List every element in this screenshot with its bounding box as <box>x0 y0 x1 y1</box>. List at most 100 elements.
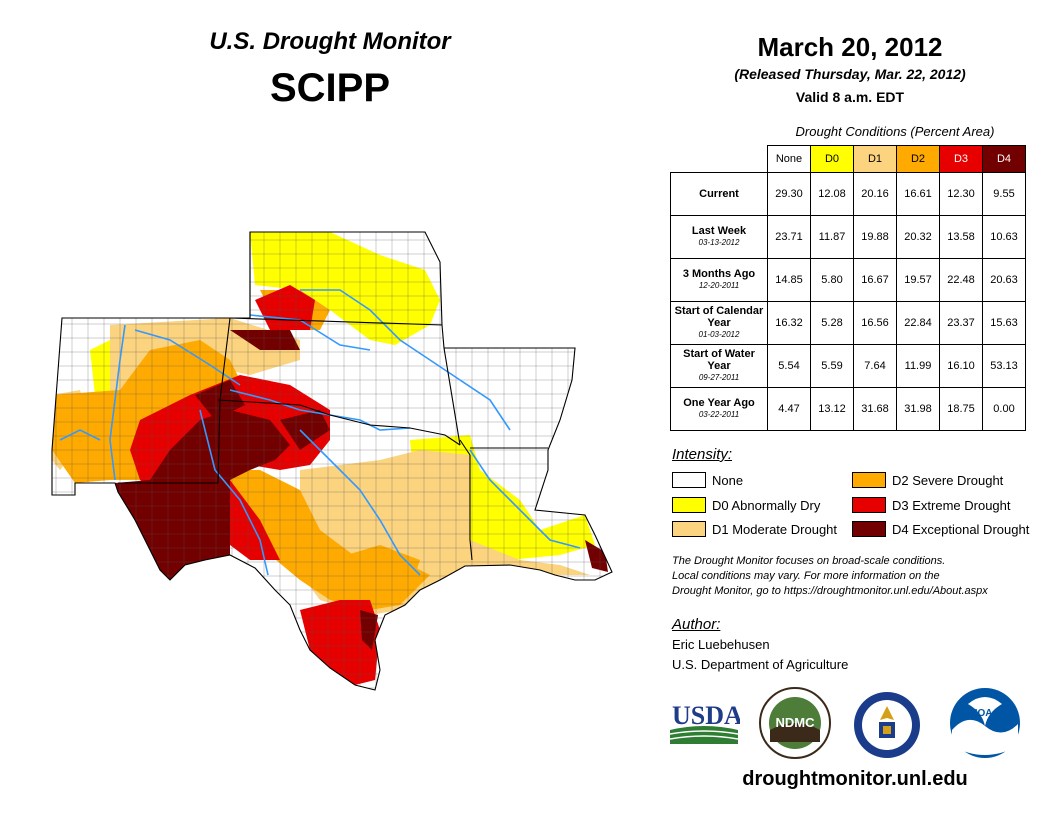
table-cell: 22.84 <box>896 301 940 345</box>
legend-label: D1 Moderate Drought <box>712 521 838 537</box>
table-cell: 20.63 <box>982 258 1026 302</box>
table-cell: 16.10 <box>939 344 983 388</box>
disclaimer-line: The Drought Monitor focuses on broad-sca… <box>672 555 946 567</box>
valid-time: Valid 8 a.m. EDT <box>795 89 905 105</box>
ndmc-logo-text: NDMC <box>776 715 816 730</box>
legend-label: D0 Abnormally Dry <box>712 497 821 513</box>
table-cell: 20.32 <box>896 215 940 259</box>
legend-item-d2: D2 Severe Drought <box>852 472 1003 488</box>
col-header-d4: D4 <box>982 145 1026 173</box>
table-cell: 20.16 <box>853 172 897 216</box>
noaa-logo: NOAA <box>950 688 1020 758</box>
row-label: 3 Months Ago <box>682 268 756 280</box>
legend-item-none: None <box>672 472 743 488</box>
legend-item-d4: D4 Exceptional Drought <box>852 521 1029 537</box>
row-label: Start of Water Year <box>683 348 755 372</box>
legend-label: D2 Severe Drought <box>892 472 1004 488</box>
row-label: One Year Ago <box>683 397 755 409</box>
table-cell: 5.59 <box>810 344 854 388</box>
table-cell: 11.99 <box>896 344 940 388</box>
table-cell: 15.63 <box>982 301 1026 345</box>
legend-item-d3: D3 Extreme Drought <box>852 497 1011 513</box>
table-row: Start of Water Year 09-27-2011 5.54 5.59 … <box>670 344 1026 388</box>
table-row: Current 29.30 12.08 20.16 16.61 12.30 9.… <box>670 172 1026 216</box>
table-cell: 31.68 <box>853 387 897 431</box>
website-link[interactable]: droughtmonitor.unl.edu <box>742 768 968 790</box>
table-cell: 0.00 <box>982 387 1026 431</box>
legend-item-d1: D1 Moderate Drought <box>672 521 837 537</box>
noaa-logo-text: NOAA <box>970 708 999 719</box>
table-cell: 12.30 <box>939 172 983 216</box>
table-cell: 5.54 <box>767 344 811 388</box>
legend-label: D3 Extreme Drought <box>892 497 1011 513</box>
col-header-none: None <box>767 145 811 173</box>
table-cell: 31.98 <box>896 387 940 431</box>
map-title: U.S. Drought Monitor <box>209 28 451 55</box>
legend-swatch <box>672 472 706 488</box>
ndmc-logo: NDMC <box>759 687 831 759</box>
row-date: 01-03-2012 <box>698 330 740 339</box>
table-cell: 11.87 <box>810 215 854 259</box>
table-cell: 22.48 <box>939 258 983 302</box>
map-region <box>52 232 612 690</box>
usda-logo: USDA <box>669 701 740 744</box>
legend-swatch <box>852 521 886 537</box>
table-cell: 29.30 <box>767 172 811 216</box>
table-cell: 16.61 <box>896 172 940 216</box>
table-cell: 5.28 <box>810 301 854 345</box>
region-title: SCIPP <box>269 66 391 110</box>
commerce-seal <box>854 692 920 758</box>
legend-swatch <box>852 472 886 488</box>
table-cell: 4.47 <box>767 387 811 431</box>
row-label: Current <box>699 188 739 200</box>
d4-area <box>115 410 290 580</box>
col-header-d2: D2 <box>896 145 940 173</box>
author-name: Eric Luebehusen <box>672 637 770 652</box>
legend-swatch <box>672 497 706 513</box>
release-date: (Released Thursday, Mar. 22, 2012) <box>734 66 966 82</box>
legend-label: D4 Exceptional Drought <box>892 521 1030 537</box>
table-cell: 10.63 <box>982 215 1026 259</box>
table-cell: 16.67 <box>853 258 897 302</box>
table-cell: 13.58 <box>939 215 983 259</box>
table-row: One Year Ago 03-22-2011 4.47 13.12 31.68 … <box>670 387 1026 431</box>
col-header-d1: D1 <box>853 145 897 173</box>
map-date: March 20, 2012 <box>757 32 943 62</box>
col-header-d3: D3 <box>939 145 983 173</box>
legend-label: None <box>712 472 744 488</box>
table-caption: Drought Conditions (Percent Area) <box>795 124 995 139</box>
table-cell: 5.80 <box>810 258 854 302</box>
legend-title: Intensity: <box>672 446 733 463</box>
row-label: Start of Calendar Year <box>674 305 764 329</box>
table-cell: 16.56 <box>853 301 897 345</box>
author-heading: Author: <box>672 616 721 633</box>
table-cell: 7.64 <box>853 344 897 388</box>
d0-area <box>250 232 440 345</box>
row-date: 03-22-2011 <box>698 410 740 419</box>
table-cell: 19.57 <box>896 258 940 302</box>
author-organization: U.S. Department of Agriculture <box>672 657 849 672</box>
disclaimer-line: Drought Monitor, go to https://droughtmo… <box>672 585 988 597</box>
disclaimer-line: Local conditions may vary. For more info… <box>672 570 940 582</box>
disclaimer: The Drought Monitor focuses on broad-sca… <box>672 554 1042 599</box>
state-borders <box>51 231 613 691</box>
table-row: 3 Months Ago 12-20-2011 14.85 5.80 16.67 … <box>670 258 1026 302</box>
row-date: 12-20-2011 <box>698 281 740 290</box>
table-cell: 19.88 <box>853 215 897 259</box>
row-date: 03-13-2012 <box>698 238 740 247</box>
table-cell: 9.55 <box>982 172 1026 216</box>
table-cell: 23.37 <box>939 301 983 345</box>
col-header-d0: D0 <box>810 145 854 173</box>
table-cell: 23.71 <box>767 215 811 259</box>
table-cell: 12.08 <box>810 172 854 216</box>
table-row: Start of Calendar Year 01-03-2012 16.32 5… <box>670 301 1026 345</box>
table-cell: 18.75 <box>939 387 983 431</box>
row-label: Last Week <box>691 225 747 237</box>
legend-swatch <box>852 497 886 513</box>
drought-map <box>51 231 613 691</box>
legend-item-d0: D0 Abnormally Dry <box>672 497 820 513</box>
table-cell: 14.85 <box>767 258 811 302</box>
table-cell: 13.12 <box>810 387 854 431</box>
usda-logo-text: USDA <box>672 701 740 730</box>
table-row: Last Week 03-13-2012 23.71 11.87 19.88 20… <box>670 215 1026 259</box>
